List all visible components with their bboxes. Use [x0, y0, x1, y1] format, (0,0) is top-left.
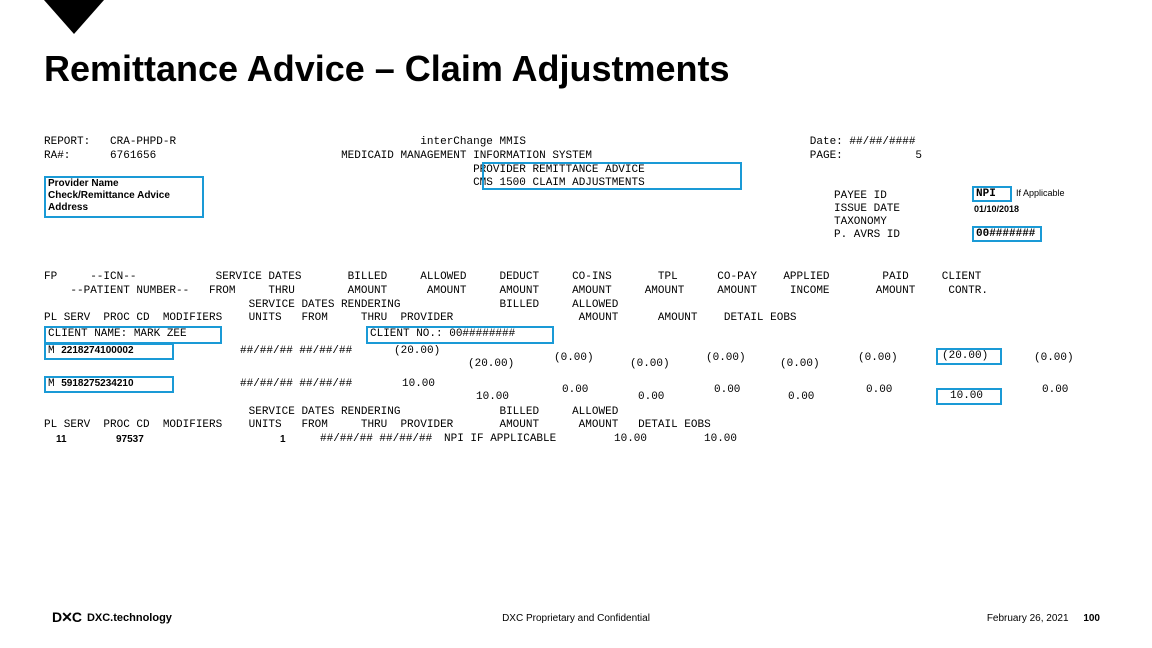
tpl-2: 0.00 [714, 384, 740, 398]
hdr-row-4: CMS 1500 CLAIM ADJUSTMENTS [44, 177, 1108, 191]
tpl-1: (0.00) [706, 352, 746, 366]
icn-2: 5918275234210 [61, 378, 133, 389]
sys-line-3: PROVIDER REMITTANCE ADVICE [473, 164, 645, 176]
taxonomy-label: TAXONOMY [834, 216, 887, 230]
contr-1: (0.00) [1034, 352, 1074, 366]
report-value: CRA-PHPD-R [110, 136, 176, 148]
col-header-1: FP --ICN-- SERVICE DATES BILLED ALLOWED … [44, 271, 1108, 285]
applied-2: 0.00 [866, 384, 892, 398]
provider-l2: Check/Remittance Advice [48, 190, 170, 203]
dxc-logo-text: DXC.technology [87, 612, 172, 624]
report-panel: REPORT: CRA-PHPD-R interChange MMIS Date… [44, 136, 1108, 348]
coins-2: 0.00 [638, 391, 664, 405]
avrs-label: P. AVRS ID [834, 229, 900, 243]
billed-1: (20.00) [394, 345, 440, 359]
dates-1: ##/##/## ##/##/## [240, 345, 352, 359]
date-label: Date: [810, 136, 843, 148]
contr-2: 0.00 [1042, 384, 1068, 398]
paid-1: (20.00) [942, 350, 988, 364]
npi-label: NPI [976, 188, 996, 202]
sys-line-2: MEDICAID MANAGEMENT INFORMATION SYSTEM [341, 150, 592, 162]
issue-date-label: ISSUE DATE [834, 203, 900, 217]
svc-units: 1 [280, 434, 286, 447]
footer-date: February 26, 2021 [987, 613, 1069, 624]
deduct-1: (0.00) [554, 352, 594, 366]
dxc-logo-icon: D✕C [52, 609, 81, 626]
issue-date-value: 01/10/2018 [974, 204, 1019, 215]
hdr-row-3: PROVIDER REMITTANCE ADVICE [44, 164, 1108, 178]
client-no: CLIENT NO.: 00######## [370, 328, 515, 342]
provider-l1: Provider Name [48, 178, 119, 191]
payee-id-label: PAYEE ID [834, 190, 887, 204]
applied-1: (0.00) [858, 352, 898, 366]
footer-right: February 26, 2021 100 [987, 613, 1100, 624]
slide-title: Remittance Advice – Claim Adjustments [44, 48, 730, 90]
svc-dates: ##/##/## ##/##/## [320, 433, 432, 447]
page-value: 5 [915, 150, 922, 162]
deduct-2: 0.00 [562, 384, 588, 398]
coins-1: (0.00) [630, 358, 670, 372]
svc-pl: 11 [56, 434, 67, 447]
svc-hdr-2: PL SERV PROC CD MODIFIERS UNITS FROM THR… [44, 419, 711, 433]
svc-provider: NPI IF APPLICABLE [444, 433, 556, 447]
ra-value: 6761656 [110, 150, 156, 162]
footer-center-text: DXC Proprietary and Confidential [502, 613, 650, 624]
slide-footer: D✕C DXC.technology DXC Proprietary and C… [0, 606, 1152, 626]
billed-2: 10.00 [402, 378, 435, 392]
icn-1: 2218274100002 [61, 345, 133, 356]
sys-line-1: interChange MMIS [420, 136, 526, 148]
copay-2: 0.00 [788, 391, 814, 405]
svc-proc: 97537 [116, 434, 144, 447]
page-label: PAGE: [810, 150, 843, 162]
col-header-4: PL SERV PROC CD MODIFIERS UNITS FROM THR… [44, 312, 1108, 326]
ra-label: RA#: [44, 150, 70, 162]
npi-suffix: If Applicable [1016, 188, 1065, 199]
allowed-1: (20.00) [468, 358, 514, 372]
report-label: REPORT: [44, 136, 90, 148]
hdr-row-1: REPORT: CRA-PHPD-R interChange MMIS Date… [44, 136, 1108, 150]
copay-1: (0.00) [780, 358, 820, 372]
svc-billed: 10.00 [614, 433, 647, 447]
allowed-2: 10.00 [476, 391, 509, 405]
dxc-logo: D✕C DXC.technology [52, 609, 172, 626]
client-name: CLIENT NAME: MARK ZEE [48, 328, 187, 342]
date-value: ##/##/#### [849, 136, 915, 148]
hdr-row-2: RA#: 6761656 MEDICAID MANAGEMENT INFORMA… [44, 150, 1108, 164]
svc-hdr-1: SERVICE DATES RENDERING BILLED ALLOWED [44, 406, 618, 420]
dates-2: ##/##/## ##/##/## [240, 378, 352, 392]
svc-allowed: 10.00 [704, 433, 737, 447]
sys-line-4: CMS 1500 CLAIM ADJUSTMENTS [473, 177, 645, 189]
col-header-2: --PATIENT NUMBER-- FROM THRU AMOUNT AMOU… [44, 285, 1108, 299]
avrs-value: 00####### [976, 228, 1035, 242]
provider-l3: Address [48, 202, 88, 215]
paid-2: 10.00 [950, 390, 983, 404]
col-header-3: SERVICE DATES RENDERING BILLED ALLOWED [44, 299, 1108, 313]
slide-corner-tab [44, 0, 104, 34]
footer-page: 100 [1083, 613, 1100, 624]
